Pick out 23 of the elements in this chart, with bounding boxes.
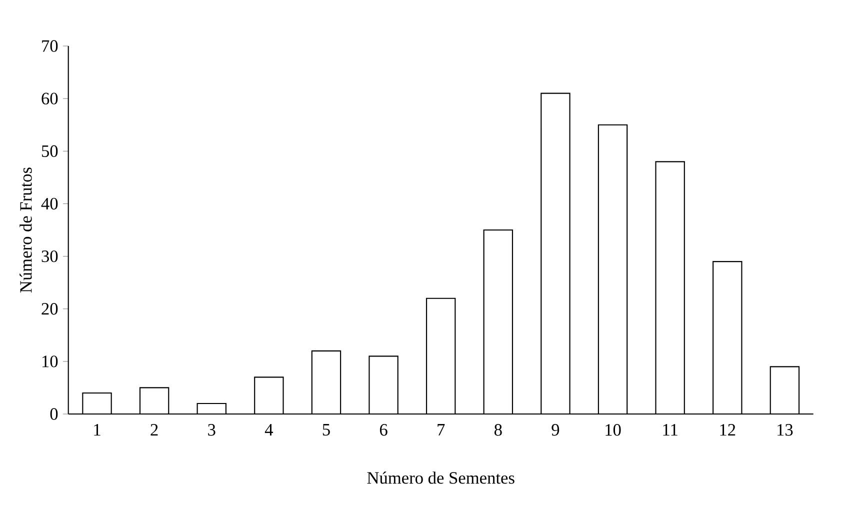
y-tick-label: 60 (42, 92, 58, 104)
y-tick-label: 30 (42, 250, 58, 262)
x-tick-label: 6 (380, 424, 388, 436)
x-tick-label: 2 (150, 424, 158, 436)
x-tick-label: 4 (264, 424, 273, 436)
x-tick-label: 5 (322, 424, 330, 436)
x-tick-label: 8 (494, 424, 502, 436)
x-tick-label: 9 (552, 424, 560, 436)
x-axis-title: Número de Sementes (367, 472, 514, 484)
x-tick-label: 7 (438, 424, 445, 436)
x-tick-label: 11 (663, 424, 678, 436)
y-axis-title: Número de Frutos (20, 168, 32, 293)
y-tick-label: 70 (42, 40, 58, 52)
x-tick-label: 13 (778, 424, 793, 436)
y-tick-label: 10 (42, 356, 58, 368)
x-tick-label: 12 (720, 424, 736, 436)
y-tick-label: 40 (41, 198, 58, 210)
y-tick-label: 50 (42, 145, 58, 157)
x-tick-label: 10 (606, 424, 621, 436)
y-tick-label: 20 (42, 303, 58, 315)
x-tick-label: 1 (94, 424, 100, 436)
x-tick-label: 3 (208, 424, 216, 436)
y-tick-label: 0 (50, 408, 58, 420)
